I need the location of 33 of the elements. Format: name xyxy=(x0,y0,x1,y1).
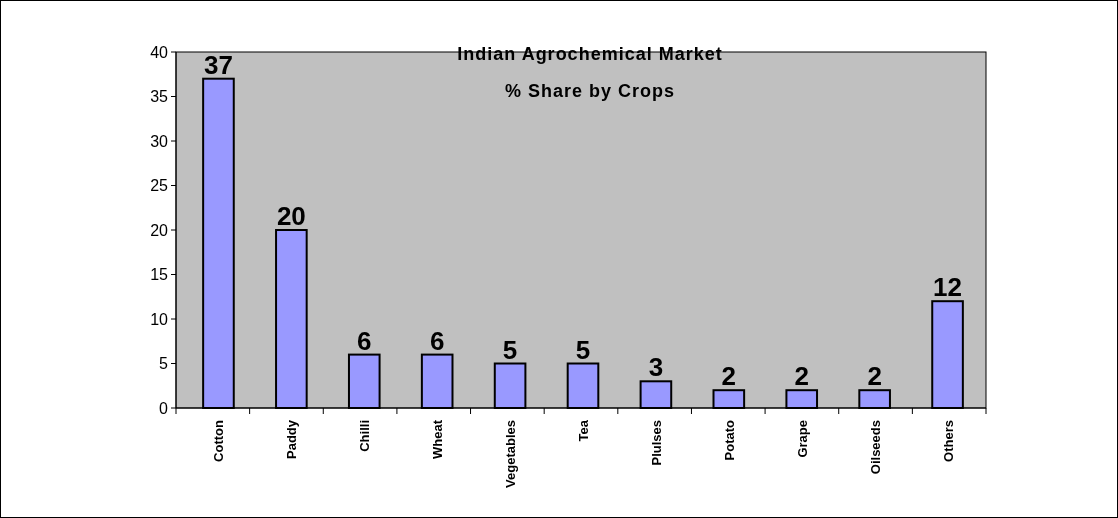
data-label: 6 xyxy=(429,325,445,356)
data-label: 20 xyxy=(276,201,306,231)
y-tick-label: 30 xyxy=(150,132,169,150)
x-tick-label: Others xyxy=(940,420,956,462)
x-tick-label: Plulses xyxy=(648,420,664,466)
data-label: 5 xyxy=(575,334,591,365)
text: % Share by Crops xyxy=(504,81,676,101)
data-label: 5 xyxy=(502,334,518,365)
data-label: 2 xyxy=(721,361,737,392)
y-tick-label: 40 xyxy=(150,43,169,61)
y-tick-label: 5 xyxy=(159,355,169,373)
y-tick-label: 20 xyxy=(150,221,169,239)
x-tick-label: Grape xyxy=(794,420,810,458)
y-tick-label: 35 xyxy=(150,88,169,106)
data-label: 12 xyxy=(933,272,963,303)
x-tick-label: Potato xyxy=(721,419,737,461)
x-tick-label: Tea xyxy=(576,419,591,442)
x-tick-label: Wheat xyxy=(430,419,446,459)
x-tick-label: Paddy xyxy=(284,419,300,460)
y-tick-label: 15 xyxy=(150,266,169,284)
y-tick-label: 0 xyxy=(159,399,169,417)
data-label: 6 xyxy=(357,325,372,356)
data-label: 3 xyxy=(648,352,664,383)
y-tick-label: 10 xyxy=(150,310,169,328)
chart-title: Indian Agrochemical Market xyxy=(457,44,723,64)
x-tick-label: Oilseeds xyxy=(867,420,883,475)
data-label: 2 xyxy=(794,361,809,392)
data-label: 2 xyxy=(867,361,882,392)
x-tick-label: Cotton xyxy=(211,419,227,462)
x-tick-label: Chilli xyxy=(357,420,373,452)
data-label: 37 xyxy=(203,49,233,80)
y-tick-label: 25 xyxy=(150,177,169,195)
x-tick-label: Vegetables xyxy=(503,420,519,488)
